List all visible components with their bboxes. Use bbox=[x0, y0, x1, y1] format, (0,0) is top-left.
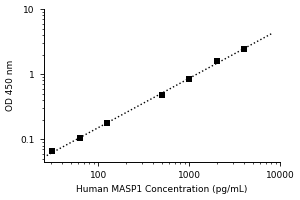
Point bbox=[214, 59, 219, 62]
Point bbox=[50, 150, 55, 153]
Point bbox=[105, 122, 110, 125]
Y-axis label: OD 450 nm: OD 450 nm bbox=[6, 60, 15, 111]
Point bbox=[77, 136, 82, 140]
X-axis label: Human MASP1 Concentration (pg/mL): Human MASP1 Concentration (pg/mL) bbox=[76, 185, 248, 194]
Point bbox=[242, 48, 246, 51]
Point bbox=[159, 93, 164, 97]
Point bbox=[187, 77, 192, 80]
